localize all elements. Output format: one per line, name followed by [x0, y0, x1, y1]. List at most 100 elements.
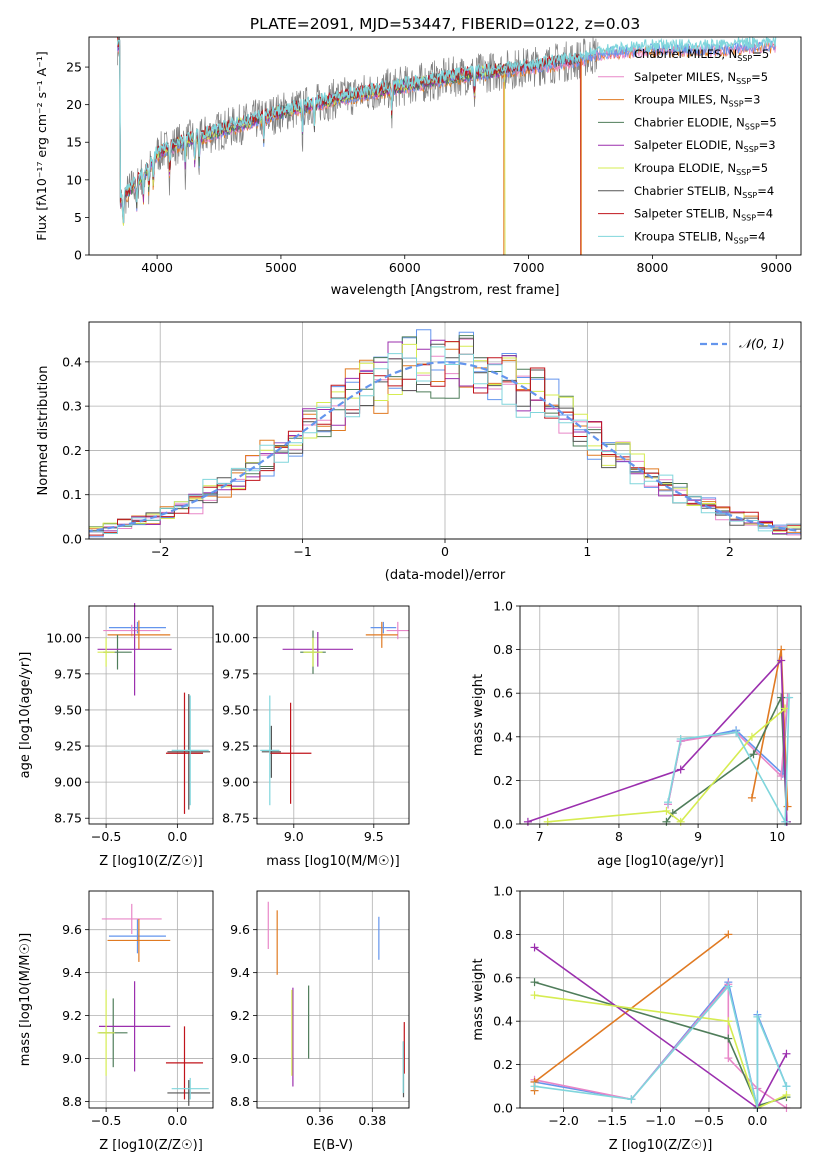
errorbar-group-age-vs-z — [97, 603, 211, 814]
y-tick-label: 0.1 — [62, 487, 82, 502]
axes-age-vs-z — [89, 606, 213, 824]
y-axis-label: age [log10(age/yr)] — [18, 652, 33, 779]
axes-spine — [88, 36, 802, 256]
weight-line — [534, 984, 788, 1109]
legend-label: Salpeter STELIB, NSSP=4 — [634, 207, 773, 223]
axes-frame-residual-histogram: −2 −1 0 1 2 0.0 0.1 0.2 0.3 0.4 — [62, 321, 802, 559]
y-tick-label: 0.6 — [493, 970, 513, 985]
errorbar-group-mass-vs-ebv — [267, 901, 405, 1098]
weight-line — [534, 994, 787, 1110]
y-tick-label: 0.8 — [493, 927, 513, 942]
x-axis-label: (data-model)/error — [385, 568, 506, 583]
x-tick-label: −2.0 — [548, 1113, 578, 1128]
y-tick-label: 0.0 — [493, 817, 513, 832]
y-axis-label: Flux [fλ10⁻¹⁷ erg cm⁻² s⁻¹ A⁻¹] — [34, 51, 49, 240]
spectrum-legend: Chabrier MILES, NSSP=5 Salpeter MILES, NS… — [598, 47, 777, 245]
axes-weight-vs-age — [520, 605, 801, 825]
y-tick-label: 9.75 — [222, 666, 250, 681]
legend-label: Salpeter MILES, NSSP=5 — [634, 70, 768, 86]
axes-spine — [88, 890, 214, 1109]
y-tick-label: 9.25 — [222, 739, 250, 754]
y-tick-label: 8.8 — [62, 1094, 82, 1109]
x-tick-label: 0.0 — [747, 1113, 767, 1128]
x-tick-label: 4000 — [141, 260, 173, 275]
y-tick-label: 9.25 — [54, 739, 82, 754]
figure-title: PLATE=2091, MJD=53447, FIBERID=0122, z=0… — [250, 15, 640, 33]
x-axis-label: Z [log10(Z/Z☉)] — [99, 1138, 203, 1153]
x-tick-label: −1 — [293, 544, 311, 559]
histogram-legend: 𝒩(0, 1) — [700, 336, 785, 351]
y-tick-label: 5 — [74, 210, 82, 225]
errorbar-group-mass-vs-z — [97, 903, 211, 1106]
axes-frame-mass-vs-ebv: 0.36 0.38 8.8 9.0 9.2 9.4 9.6 — [230, 890, 410, 1128]
y-tick-label: 9.50 — [54, 702, 82, 717]
axes-spine — [256, 605, 410, 825]
y-tick-label: 15 — [66, 135, 82, 150]
histogram-plot-area — [89, 329, 801, 538]
axes-spine — [256, 890, 410, 1109]
legend-label: Chabrier MILES, NSSP=5 — [634, 47, 769, 63]
x-tick-label: 9 — [694, 829, 702, 844]
x-tick-label: 9000 — [760, 260, 792, 275]
x-tick-label: 7 — [536, 829, 544, 844]
weight-line — [667, 697, 789, 805]
weight-lines-weight-vs-age — [523, 645, 794, 826]
y-axis-label: Normed distribution — [36, 366, 51, 496]
axes-mass-vs-z — [89, 891, 213, 1108]
y-tick-label: 9.2 — [230, 1008, 250, 1023]
x-axis-label: Z [log10(Z/Z☉)] — [99, 854, 203, 869]
y-tick-label: 9.75 — [54, 666, 82, 681]
y-tick-label: 9.00 — [222, 775, 250, 790]
y-tick-label: 8.75 — [222, 811, 250, 826]
legend-label: Chabrier ELODIE, NSSP=5 — [634, 115, 777, 131]
x-axis-label: Z [log10(Z/Z☉)] — [609, 1138, 713, 1153]
legend-label: Chabrier STELIB, NSSP=4 — [634, 184, 774, 200]
x-tick-label: 9.0 — [284, 829, 304, 844]
y-tick-label: 0.2 — [493, 773, 513, 788]
y-tick-label: 8.75 — [54, 811, 82, 826]
y-axis-label: mass weight — [471, 958, 486, 1040]
x-tick-label: −0.5 — [91, 829, 121, 844]
legend-label: Kroupa STELIB, NSSP=4 — [634, 229, 765, 245]
x-tick-label: 5000 — [265, 260, 297, 275]
axes-frame-age-vs-z: −0.5 0.0 8.75 9.00 9.25 9.50 9.75 10.00 — [46, 605, 214, 844]
legend-label: 𝒩(0, 1) — [739, 336, 785, 351]
x-tick-label: 0 — [441, 544, 449, 559]
x-tick-label: 0.0 — [167, 1113, 187, 1128]
y-tick-label: 0.2 — [493, 1057, 513, 1072]
spectrum-data-line — [117, 37, 599, 224]
y-tick-label: 0.4 — [493, 729, 513, 744]
axes-frame-weight-vs-z: −2.0 −1.5 −1.0 −0.5 0.0 0.0 0.2 0.4 0.6 0.8 1.0 — [493, 884, 802, 1128]
y-tick-label: 20 — [66, 97, 82, 112]
x-tick-label: −1.0 — [645, 1113, 675, 1128]
axes-frame-weight-vs-age: 7 8 9 10 0.0 0.2 0.4 0.6 0.8 1.0 — [493, 599, 802, 844]
y-tick-label: 1.0 — [493, 599, 513, 614]
y-tick-label: 0.4 — [62, 354, 82, 369]
y-tick-label: 10.00 — [214, 630, 250, 645]
y-tick-label: 0.8 — [493, 642, 513, 657]
y-tick-label: 0.2 — [62, 443, 82, 458]
y-tick-label: 9.00 — [54, 775, 82, 790]
x-tick-label: 6000 — [389, 260, 421, 275]
y-tick-label: 0.3 — [62, 399, 82, 414]
legend-label: Kroupa ELODIE, NSSP=5 — [634, 161, 768, 177]
y-tick-label: 9.0 — [62, 1051, 82, 1066]
y-tick-label: 9.6 — [62, 922, 82, 937]
y-tick-label: 9.4 — [62, 965, 82, 980]
axes-spine — [519, 605, 802, 825]
x-axis-label: E(B-V) — [313, 1138, 353, 1153]
y-tick-label: 10 — [66, 172, 82, 187]
spectrum-model-line — [117, 39, 503, 223]
y-tick-label: 0.6 — [493, 686, 513, 701]
y-tick-label: 10.00 — [46, 630, 82, 645]
x-axis-label: mass [log10(M/M☉)] — [266, 854, 399, 869]
y-axis-label: mass [log10(M/M☉)] — [18, 933, 33, 1066]
x-tick-label: −0.5 — [91, 1113, 121, 1128]
x-tick-label: 7000 — [513, 260, 545, 275]
axes-frame-age-vs-mass: 9.0 9.5 8.75 9.00 9.25 9.50 9.75 10.00 — [214, 605, 410, 844]
y-tick-label: 9.2 — [62, 1008, 82, 1023]
x-tick-label: 8 — [615, 829, 623, 844]
y-axis-label: mass weight — [471, 674, 486, 756]
x-tick-label: −1.5 — [597, 1113, 627, 1128]
